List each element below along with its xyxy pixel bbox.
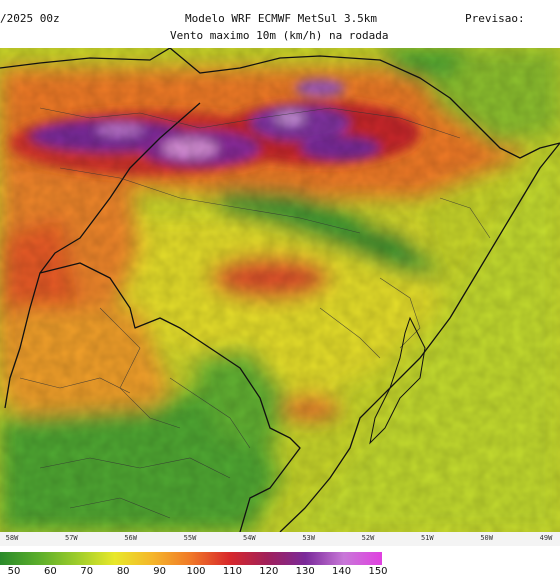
run-date: /2025 00z [0, 12, 60, 25]
wind-speed-map [0, 48, 560, 532]
longitude-tick: 50W [480, 534, 493, 542]
colorbar-label: 90 [153, 566, 166, 577]
model-title: Modelo WRF ECMWF MetSul 3.5km [185, 12, 378, 25]
colorbar-label: 80 [116, 566, 130, 577]
longitude-tick: 52W [361, 534, 375, 542]
colorbar-label: 150 [368, 566, 388, 577]
longitude-tick: 57W [65, 534, 78, 542]
forecast-label: Previsao: [465, 12, 525, 25]
colorbar-label: 110 [222, 566, 242, 577]
longitude-tick: 55W [183, 534, 197, 542]
longitude-tick: 49W [539, 534, 553, 542]
longitude-tick: 56W [124, 534, 137, 542]
map-subtitle: Vento maximo 10m (km/h) na rodada [170, 29, 389, 42]
colorbar-gradient [0, 552, 382, 565]
colorbar-label: 60 [44, 566, 57, 577]
municipal-borders [19, 107, 491, 519]
colorbar-label: 140 [332, 566, 352, 577]
lagoon-outline [369, 316, 426, 445]
colorbar-label: 50 [7, 566, 21, 577]
longitude-tick: 54W [243, 534, 256, 542]
longitude-axis: 58W 57W 56W 55W 54W 53W 52W 51W 50W 49W [0, 532, 560, 546]
longitude-tick: 53W [302, 534, 315, 542]
map-header: /2025 00z Modelo WRF ECMWF MetSul 3.5km … [0, 0, 560, 48]
longitude-tick: 58W [5, 534, 19, 542]
colorbar-label: 120 [259, 566, 279, 577]
colorbar-label: 70 [80, 566, 94, 577]
state-borders [0, 48, 560, 532]
longitude-tick: 51W [421, 534, 434, 542]
colorbar-label: 100 [186, 566, 206, 577]
colorbar-label: 130 [295, 566, 315, 577]
colorbar [0, 552, 382, 565]
